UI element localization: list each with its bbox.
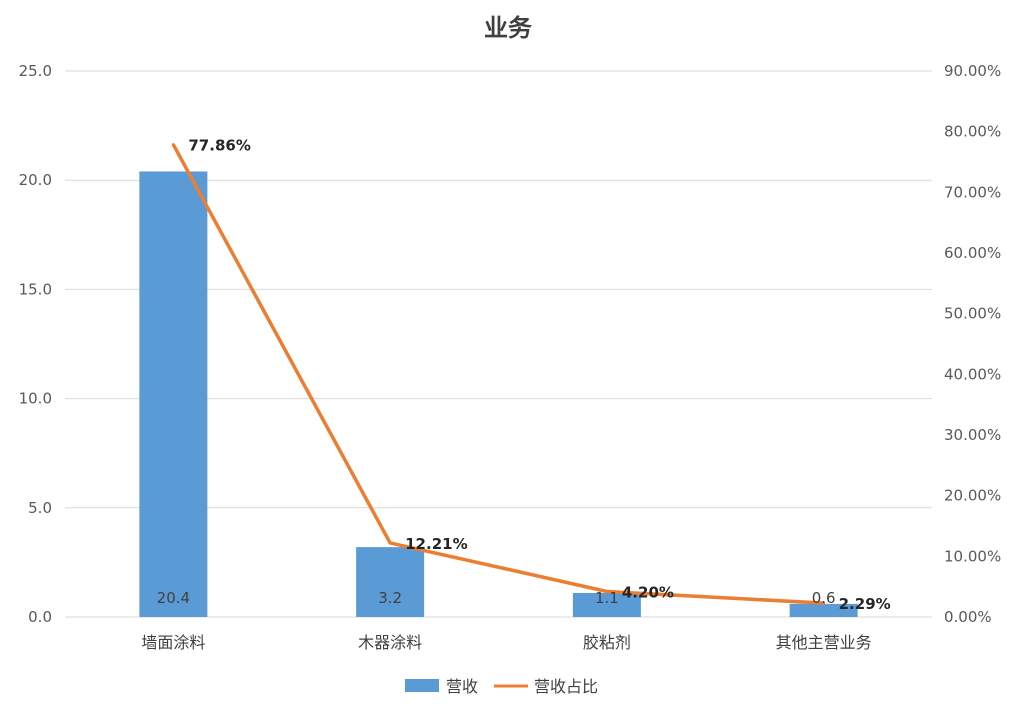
chart-title: 业务 bbox=[484, 14, 533, 42]
legend-line-label: 营收占比 bbox=[534, 677, 598, 696]
right-tick-label: 70.00% bbox=[944, 183, 1001, 201]
line-series bbox=[171, 143, 826, 605]
line-point bbox=[388, 541, 392, 545]
legend: 营收 营收占比 bbox=[405, 677, 598, 696]
line-point bbox=[171, 143, 175, 147]
left-axis: 0.0 5.0 10.0 15.0 20.0 25.0 bbox=[19, 62, 52, 626]
bar bbox=[789, 603, 858, 617]
right-tick-label: 50.00% bbox=[944, 305, 1001, 323]
right-tick-label: 40.00% bbox=[944, 365, 1001, 383]
right-tick-label: 60.00% bbox=[944, 244, 1001, 262]
series-line bbox=[171, 143, 824, 605]
bar bbox=[572, 592, 641, 617]
left-tick-label: 25.0 bbox=[19, 62, 52, 80]
left-tick-label: 0.0 bbox=[28, 608, 52, 626]
right-tick-label: 10.00% bbox=[944, 547, 1001, 565]
bar-series bbox=[139, 171, 858, 618]
bar-data-label: 20.4 bbox=[157, 589, 190, 607]
right-tick-label: 90.00% bbox=[944, 62, 1001, 80]
right-tick-label: 20.00% bbox=[944, 487, 1001, 505]
category-label: 其他主营业务 bbox=[776, 633, 872, 652]
line-data-label: 12.21% bbox=[405, 535, 467, 553]
bar-data-label: 0.6 bbox=[812, 589, 836, 607]
left-tick-label: 15.0 bbox=[19, 280, 52, 298]
bar-data-label: 1.1 bbox=[595, 589, 619, 607]
line-data-label: 77.86% bbox=[188, 137, 250, 155]
bar bbox=[356, 547, 425, 617]
legend-bar-label: 营收 bbox=[446, 677, 478, 696]
right-axis: 0.00% 10.00% 20.00% 30.00% 40.00% 50.00% 60.00… bbox=[944, 62, 1001, 626]
line-data-label: 2.29% bbox=[839, 595, 891, 613]
grid-lines bbox=[65, 70, 932, 618]
category-axis: 墙面涂料 木器涂料 胶粘剂 其他主营业务 bbox=[141, 633, 871, 652]
bar-data-label: 3.2 bbox=[378, 589, 402, 607]
category-label: 墙面涂料 bbox=[141, 633, 205, 652]
right-tick-label: 0.00% bbox=[944, 608, 992, 626]
bar bbox=[139, 171, 208, 618]
data-labels: 20.4 3.2 1.1 0.6 77.86% 12.21% 4.20% 2.29% bbox=[157, 137, 891, 613]
line-point bbox=[822, 601, 826, 605]
right-tick-label: 30.00% bbox=[944, 426, 1001, 444]
category-label: 木器涂料 bbox=[358, 633, 422, 652]
left-tick-label: 20.0 bbox=[19, 171, 52, 189]
line-data-label: 4.20% bbox=[622, 584, 674, 602]
legend-bar-swatch bbox=[405, 679, 439, 692]
category-label: 胶粘剂 bbox=[583, 633, 631, 652]
line-point bbox=[605, 590, 609, 594]
right-tick-label: 80.00% bbox=[944, 123, 1001, 141]
left-tick-label: 10.0 bbox=[19, 390, 52, 408]
left-tick-label: 5.0 bbox=[28, 499, 52, 517]
